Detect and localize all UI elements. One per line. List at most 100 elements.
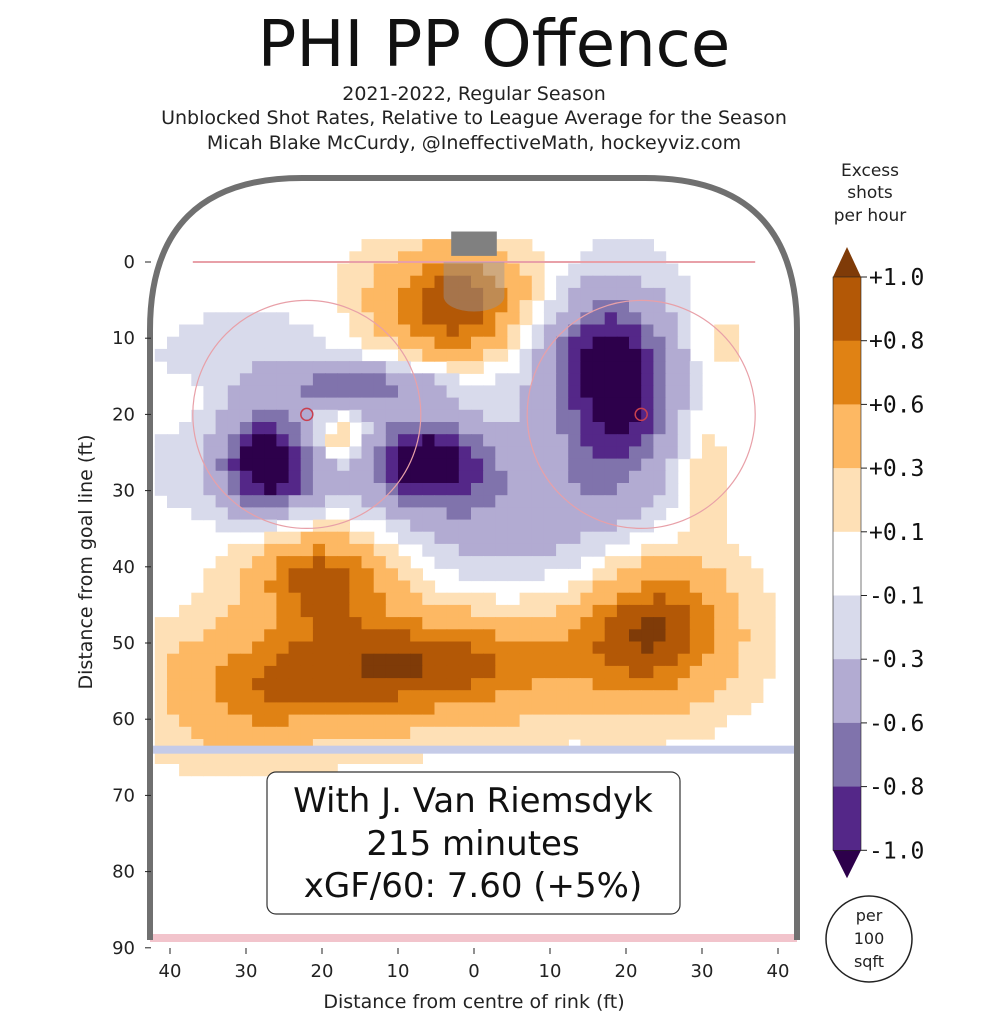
heat-cell (689, 604, 703, 618)
heat-cell (361, 434, 375, 447)
heat-cell (495, 483, 509, 496)
heat-cell (689, 543, 703, 557)
heat-cell (519, 422, 533, 435)
heat-cell (641, 592, 654, 606)
heat-cell (616, 287, 630, 301)
x-tick-label: 30 (235, 961, 258, 982)
heat-cell (325, 568, 338, 582)
heat-cell (312, 592, 326, 606)
heat-cell (373, 397, 387, 411)
heat-cell (239, 653, 253, 667)
heat-cell (410, 580, 423, 594)
heat-cell (385, 239, 399, 252)
heat-cell (264, 434, 277, 447)
heat-cell (616, 629, 630, 643)
heat-cell (325, 348, 338, 362)
heat-cell (531, 543, 545, 557)
heat-cell (531, 617, 545, 630)
heat-cell (410, 568, 423, 582)
heat-cell (325, 629, 338, 643)
heat-cell (665, 702, 679, 716)
heat-cell (252, 592, 265, 606)
heat-cell (410, 531, 423, 545)
heat-cell (531, 678, 545, 691)
heat-cell (495, 714, 509, 728)
heat-cell (167, 458, 180, 472)
heat-cell (665, 629, 679, 643)
colorbar-top-extend (833, 247, 861, 277)
heat-cell (592, 580, 606, 594)
heat-cell (629, 422, 642, 435)
heat-cell (616, 617, 630, 630)
heat-cell (239, 495, 253, 508)
heat-cell (665, 409, 679, 423)
heat-cell (203, 458, 217, 472)
heat-cell (653, 726, 667, 740)
heat-cell (483, 531, 496, 545)
heat-cell (434, 690, 448, 703)
heat-cell (434, 287, 448, 301)
heat-cell (568, 678, 581, 691)
heat-cell (446, 678, 460, 691)
heat-cell (239, 348, 253, 362)
heat-cell (215, 604, 229, 618)
heat-cell (252, 543, 265, 557)
heat-cell (264, 422, 277, 435)
heat-cell (252, 495, 265, 508)
heat-cell (349, 251, 363, 265)
heat-cell (215, 678, 229, 691)
heat-cell (556, 324, 569, 338)
heat-cell (677, 422, 691, 435)
heat-cell (495, 275, 509, 289)
subtitle-line-1: 2021-2022, Regular Season (342, 83, 606, 105)
heat-cell (300, 678, 314, 691)
heat-cell (325, 726, 338, 740)
heat-cell (191, 678, 205, 691)
heat-cell (276, 336, 290, 350)
heat-cell (398, 397, 411, 411)
heat-cell (519, 287, 533, 301)
heat-cell (179, 763, 192, 777)
heat-cell (483, 263, 496, 277)
heat-cell (227, 458, 241, 472)
heat-cell (556, 385, 569, 399)
heat-cell (422, 726, 436, 740)
heat-cell (531, 702, 545, 716)
heat-cell (519, 458, 533, 472)
heat-cell (507, 604, 521, 618)
heat-cell (665, 665, 679, 679)
heat-cell (203, 604, 217, 618)
heat-cell (543, 434, 557, 447)
heat-cell (337, 263, 350, 277)
heat-cell (203, 690, 217, 703)
heat-cell (215, 458, 229, 472)
heat-cell (434, 470, 448, 484)
heat-cell (203, 446, 217, 460)
heat-cell (616, 483, 630, 496)
heat-cell (215, 653, 229, 667)
heat-cell (203, 702, 217, 716)
heat-cell (385, 300, 399, 313)
heat-cell (471, 702, 484, 716)
heat-cell (252, 373, 265, 387)
heat-cell (373, 373, 387, 387)
net (451, 231, 497, 256)
heat-cell (677, 531, 691, 545)
heat-cell (191, 629, 205, 643)
heat-cell (604, 665, 618, 679)
heat-cell (471, 458, 484, 472)
heat-cell (616, 653, 630, 667)
heat-cell (203, 592, 217, 606)
heat-cell (458, 714, 472, 728)
heat-cell (215, 470, 229, 484)
heat-cell (471, 409, 484, 423)
heat-cell (361, 543, 375, 557)
colorbar-cell (833, 786, 861, 851)
heat-cell (373, 312, 387, 326)
heat-cell (276, 556, 290, 569)
heat-cell (179, 702, 192, 716)
heat-cell (385, 519, 399, 533)
heat-cell (762, 641, 776, 655)
heat-cell (191, 702, 205, 716)
heat-cell (592, 690, 606, 703)
